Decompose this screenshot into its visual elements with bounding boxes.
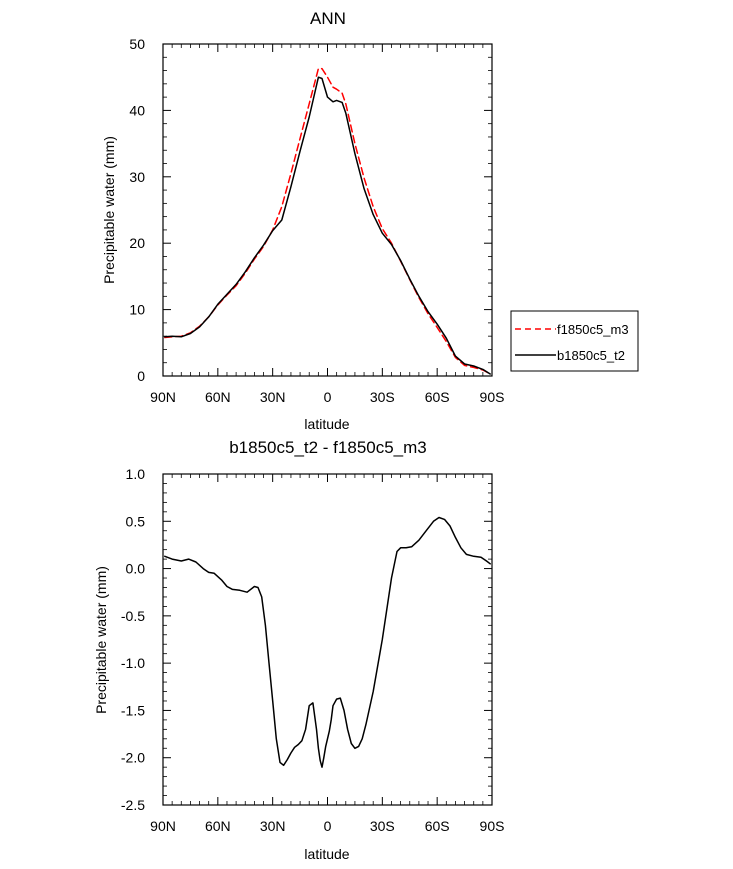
top-chart-ylabel: Precipitable water (mm)	[101, 136, 117, 284]
top-ytick-label: 0	[137, 368, 145, 384]
top-xtick-label: 0	[324, 389, 332, 405]
top-chart-title: ANN	[310, 9, 346, 28]
series-line-b1850c5-t2	[164, 76, 491, 375]
top-chart-xlabel: latitude	[304, 416, 349, 432]
top-xtick-label: 60S	[425, 389, 450, 405]
top-chart-ticks: 90N 60N 30N 0 30S 60S 90S 0 10 20 30 40 50	[129, 36, 504, 405]
legend: f1850c5_m3 b1850c5_t2	[510, 310, 639, 372]
bottom-ytick-label: -2.5	[121, 797, 145, 813]
top-chart-frame	[162, 43, 493, 377]
bottom-chart-frame	[162, 473, 493, 806]
top-chart-series	[164, 67, 491, 375]
bottom-xtick-label: 30S	[370, 818, 395, 834]
bottom-xtick-label: 60S	[425, 818, 450, 834]
top-ytick-label: 30	[129, 169, 145, 185]
top-xtick-label: 90N	[150, 389, 176, 405]
bottom-ytick-label: -2.0	[121, 750, 145, 766]
bottom-chart-ticks: 90N 60N 30N 0 30S 60S 90S -2.5 -2.0 -1.5 -1.0 -0.5 0…	[121, 466, 505, 834]
bottom-xtick-label: 60N	[205, 818, 231, 834]
bottom-chart-title: b1850c5_t2 - f1850c5_m3	[229, 438, 427, 457]
bottom-xtick-label: 30N	[260, 818, 286, 834]
bottom-chart-ylabel: Precipitable water (mm)	[93, 566, 109, 714]
top-ytick-label: 50	[129, 36, 145, 52]
bottom-ytick-label: 0.0	[126, 561, 146, 577]
bottom-chart-panel: b1850c5_t2 - f1850c5_m3 90N 60N 30N 0 30S 60S…	[93, 438, 504, 862]
bottom-chart-xlabel: latitude	[304, 846, 349, 862]
bottom-ytick-label: -1.5	[121, 702, 145, 718]
top-xtick-label: 60N	[205, 389, 231, 405]
legend-label-b1850c5-t2: b1850c5_t2	[557, 348, 625, 363]
top-ytick-label: 10	[129, 302, 145, 318]
bottom-xtick-label: 90N	[150, 818, 176, 834]
legend-box	[510, 310, 639, 372]
legend-label-f1850c5-m3: f1850c5_m3	[557, 322, 629, 337]
top-ytick-label: 20	[129, 235, 145, 251]
series-line-f1850c5-m3	[164, 67, 491, 375]
top-xtick-label: 90S	[480, 389, 505, 405]
top-xtick-label: 30N	[260, 389, 286, 405]
series-line-b1850c5-t2-f1850c5-m3	[164, 516, 491, 768]
top-xtick-label: 30S	[370, 389, 395, 405]
bottom-xtick-label: 0	[324, 818, 332, 834]
top-ytick-label: 40	[129, 102, 145, 118]
bottom-xtick-label: 90S	[480, 818, 505, 834]
bottom-ytick-label: 0.5	[126, 513, 146, 529]
bottom-ytick-label: 1.0	[126, 466, 146, 482]
bottom-chart-series	[164, 516, 491, 768]
bottom-ytick-label: -0.5	[121, 608, 145, 624]
bottom-ytick-label: -1.0	[121, 655, 145, 671]
top-chart-panel: ANN 90N 60N 30N 0 30S 60S 90S 0 10 20 30 40 50 latit…	[101, 9, 504, 432]
